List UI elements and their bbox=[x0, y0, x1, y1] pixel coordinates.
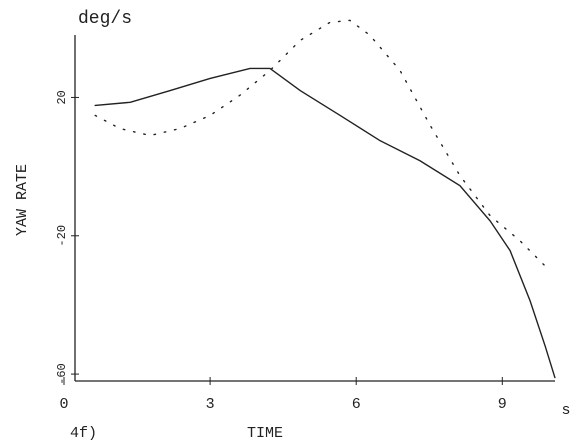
series-line bbox=[94, 19, 549, 270]
y-tick-label: 20 bbox=[55, 90, 69, 104]
y-tick-label: -20 bbox=[55, 225, 69, 247]
x-tick-label: 3 bbox=[206, 396, 215, 413]
x-axis-label: TIME bbox=[247, 425, 283, 442]
chart-title: deg/s bbox=[78, 9, 132, 29]
series-line bbox=[94, 67, 556, 379]
x-tick-label: 9 bbox=[498, 396, 507, 413]
x-unit: s bbox=[561, 402, 570, 419]
figure-label: 4f) bbox=[70, 425, 97, 442]
y-axis-label: YAW RATE bbox=[14, 164, 31, 236]
x-tick-label: 6 bbox=[352, 396, 361, 413]
y-tick-label: -60 bbox=[55, 363, 69, 385]
x-tick-label: 0 bbox=[59, 396, 68, 413]
